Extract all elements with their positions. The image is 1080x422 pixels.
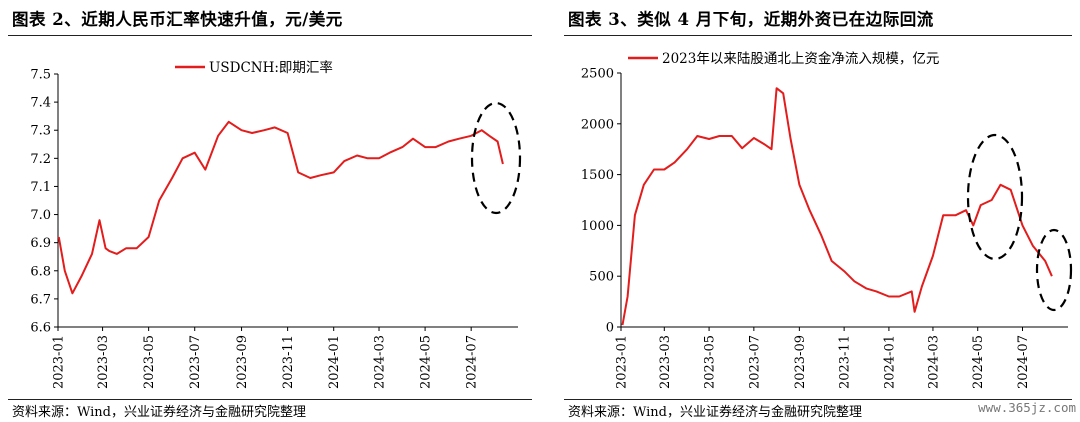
y-tick-label: 7.3 bbox=[30, 124, 51, 139]
watermark: www.365jz.com bbox=[978, 400, 1076, 415]
legend-label: 2023年以来陆股通北上资金净流入规模，亿元 bbox=[662, 51, 939, 67]
x-tick-label: 2023-11 bbox=[838, 335, 853, 389]
y-tick-label: 500 bbox=[589, 270, 614, 285]
x-tick-label: 2023-01 bbox=[52, 335, 67, 389]
y-tick-label: 7.1 bbox=[30, 180, 51, 195]
x-tick-label: 2024-05 bbox=[971, 335, 986, 389]
x-tick-label: 2024-01 bbox=[327, 335, 342, 389]
x-tick-label: 2023-03 bbox=[658, 335, 673, 389]
left-source-note: 资料来源：Wind，兴业证券经济与金融研究院整理 bbox=[12, 405, 306, 420]
y-tick-label: 1000 bbox=[581, 219, 614, 234]
annotation-ellipse bbox=[966, 133, 1024, 261]
x-tick-label: 2023-03 bbox=[96, 335, 111, 389]
y-tick-label: 0 bbox=[606, 321, 614, 336]
y-tick-label: 6.8 bbox=[30, 264, 51, 279]
x-tick-label: 2024-07 bbox=[1016, 335, 1031, 389]
series-line bbox=[621, 87, 1053, 326]
x-tick-label: 2023-05 bbox=[703, 335, 718, 389]
right-bottom-rule bbox=[564, 399, 1072, 400]
series-line bbox=[57, 120, 504, 295]
legend-label: USDCNH:即期汇率 bbox=[209, 59, 333, 76]
y-tick-label: 6.6 bbox=[30, 321, 51, 336]
x-tick-label: 2023-11 bbox=[281, 335, 296, 389]
y-tick-label: 2500 bbox=[581, 67, 614, 82]
annotation-ellipse bbox=[470, 101, 522, 215]
y-tick-label: 6.7 bbox=[30, 292, 51, 307]
right-figure-title: 图表 3、类似 4 月下旬，近期外资已在边际回流 bbox=[568, 10, 934, 29]
x-tick-label: 2024-03 bbox=[373, 335, 388, 389]
x-tick-label: 2023-09 bbox=[793, 335, 808, 389]
x-tick-label: 2023-05 bbox=[142, 335, 157, 389]
x-tick-label: 2023-01 bbox=[615, 335, 630, 389]
left-figure-title: 图表 2、近期人民币汇率快速升值，元/美元 bbox=[12, 10, 343, 29]
left-top-rule bbox=[8, 35, 532, 36]
y-tick-label: 6.9 bbox=[30, 236, 51, 251]
y-tick-label: 7.4 bbox=[30, 96, 51, 111]
y-tick-label: 2000 bbox=[581, 117, 614, 132]
x-tick-label: 2024-05 bbox=[419, 335, 434, 389]
x-tick-label: 2023-07 bbox=[188, 335, 203, 389]
annotation-ellipse bbox=[1035, 228, 1073, 312]
x-tick-label: 2024-03 bbox=[926, 335, 941, 389]
x-tick-label: 2024-01 bbox=[882, 335, 897, 389]
x-tick-label: 2023-09 bbox=[235, 335, 250, 389]
x-tick-label: 2024-07 bbox=[465, 335, 480, 389]
y-tick-label: 7.5 bbox=[30, 68, 51, 83]
right-top-rule bbox=[564, 35, 1072, 36]
x-tick-label: 2023-07 bbox=[747, 335, 762, 389]
right-panel: 图表 3、类似 4 月下旬，近期外资已在边际回流 2500 2000 1500 100… bbox=[556, 0, 1080, 422]
left-bottom-rule bbox=[8, 399, 532, 400]
right-source-note: 资料来源：Wind，兴业证券经济与金融研究院整理 bbox=[568, 405, 862, 420]
y-tick-label: 1500 bbox=[581, 168, 614, 183]
left-panel: 图表 2、近期人民币汇率快速升值，元/美元 7.5 7.4 7.3 7.2 7.1 7.0… bbox=[8, 10, 532, 420]
y-tick-label: 7.2 bbox=[30, 152, 51, 167]
y-tick-label: 7.0 bbox=[30, 208, 51, 223]
